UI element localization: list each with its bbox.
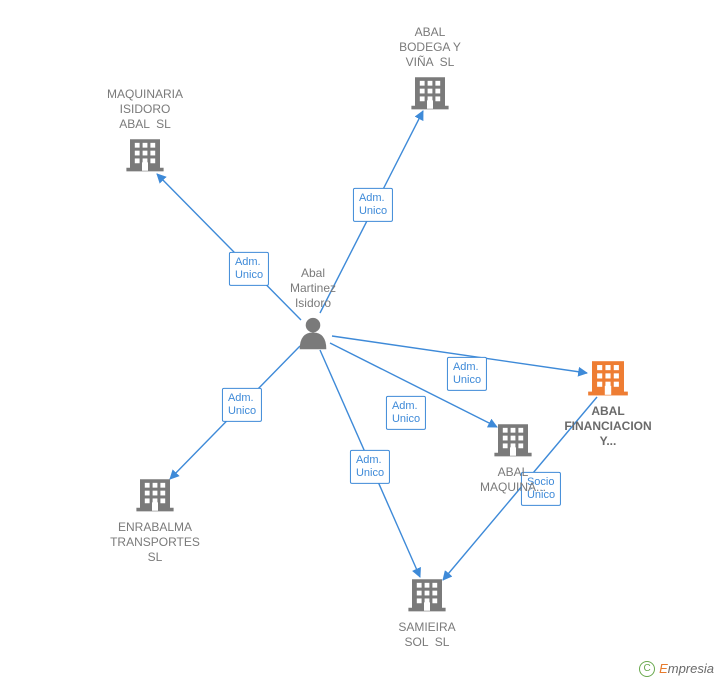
node-label: MAQUINARIA ISIDORO ABAL SL xyxy=(107,87,183,132)
building-icon[interactable] xyxy=(408,579,445,611)
building-icon[interactable] xyxy=(411,77,448,109)
building-icon[interactable] xyxy=(588,361,628,395)
building-icon[interactable] xyxy=(126,139,163,171)
watermark-brand: Empresia xyxy=(659,662,714,677)
node-label: Abal Martinez Isidoro xyxy=(290,266,336,311)
node-label: ABAL BODEGA Y VIÑA SL xyxy=(399,25,461,70)
person-icon[interactable] xyxy=(300,318,327,349)
node-label: ABAL MAQUINA... xyxy=(480,465,546,495)
watermark: C Empresia xyxy=(639,660,714,677)
edge-line xyxy=(157,174,301,320)
node-label: SAMIEIRA SOL SL xyxy=(398,620,455,650)
building-icon[interactable] xyxy=(494,424,531,456)
edge-label: Adm. Unico xyxy=(229,252,269,286)
copyright-icon: C xyxy=(639,661,655,677)
edge-label: Adm. Unico xyxy=(353,188,393,222)
edge-label: Adm. Unico xyxy=(222,388,262,422)
edge-label: Adm. Unico xyxy=(386,396,426,430)
building-icon[interactable] xyxy=(136,479,173,511)
node-label: ABAL FINANCIACION Y... xyxy=(564,404,651,449)
node-label: ENRABALMA TRANSPORTES SL xyxy=(110,520,200,565)
edge-label: Adm. Unico xyxy=(447,357,487,391)
edge-label: Adm. Unico xyxy=(350,450,390,484)
